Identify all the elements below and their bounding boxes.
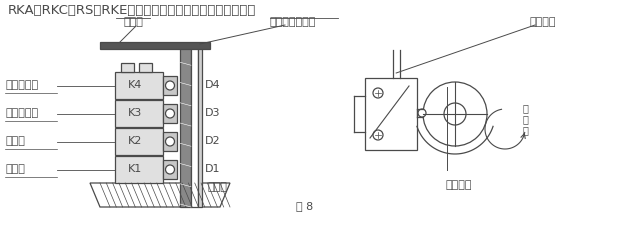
Polygon shape bbox=[90, 183, 230, 207]
Text: 顺
时
针: 顺 时 针 bbox=[523, 103, 529, 135]
Text: D3: D3 bbox=[205, 108, 220, 119]
Circle shape bbox=[165, 109, 175, 118]
Circle shape bbox=[165, 81, 175, 90]
Circle shape bbox=[373, 130, 383, 140]
Bar bbox=[115, 156, 163, 183]
Text: D2: D2 bbox=[205, 137, 221, 146]
Text: RKA、RKC、RS、RKE型机无中间位微动开关和行程挡块。: RKA、RKC、RS、RKE型机无中间位微动开关和行程挡块。 bbox=[8, 4, 257, 17]
Bar bbox=[180, 45, 191, 207]
Text: 全关位: 全关位 bbox=[5, 164, 25, 175]
Text: 关向中间位: 关向中间位 bbox=[5, 81, 38, 90]
Text: K1: K1 bbox=[128, 164, 143, 175]
Bar bbox=[121, 63, 134, 72]
Text: K2: K2 bbox=[128, 137, 143, 146]
Bar bbox=[115, 128, 163, 155]
Bar bbox=[163, 160, 177, 179]
Bar bbox=[100, 42, 210, 49]
Text: K4: K4 bbox=[128, 81, 143, 90]
Text: 标度板锁紧萧钉: 标度板锁紧萧钉 bbox=[270, 17, 317, 27]
Text: 辅助轴: 辅助轴 bbox=[207, 182, 227, 192]
Bar bbox=[163, 76, 177, 95]
Text: 微动开关: 微动开关 bbox=[530, 17, 557, 27]
Text: 开向中间位: 开向中间位 bbox=[5, 108, 38, 119]
Circle shape bbox=[165, 137, 175, 146]
Bar bbox=[115, 100, 163, 127]
Text: 全开位: 全开位 bbox=[5, 137, 25, 146]
Bar bbox=[115, 72, 163, 99]
Text: K3: K3 bbox=[128, 108, 143, 119]
Circle shape bbox=[418, 109, 426, 117]
Bar bbox=[191, 45, 198, 207]
Bar bbox=[139, 63, 152, 72]
Text: D4: D4 bbox=[205, 81, 221, 90]
Bar bbox=[365, 78, 417, 150]
Bar bbox=[163, 104, 177, 123]
Text: 图 8: 图 8 bbox=[296, 201, 313, 211]
Bar bbox=[163, 132, 177, 151]
Circle shape bbox=[423, 82, 487, 146]
Bar bbox=[198, 45, 202, 207]
Circle shape bbox=[373, 88, 383, 98]
Circle shape bbox=[444, 103, 466, 125]
Text: 行程挡块: 行程挡块 bbox=[445, 180, 471, 190]
Text: D1: D1 bbox=[205, 164, 220, 175]
Circle shape bbox=[165, 165, 175, 174]
Text: 标度板: 标度板 bbox=[123, 17, 143, 27]
